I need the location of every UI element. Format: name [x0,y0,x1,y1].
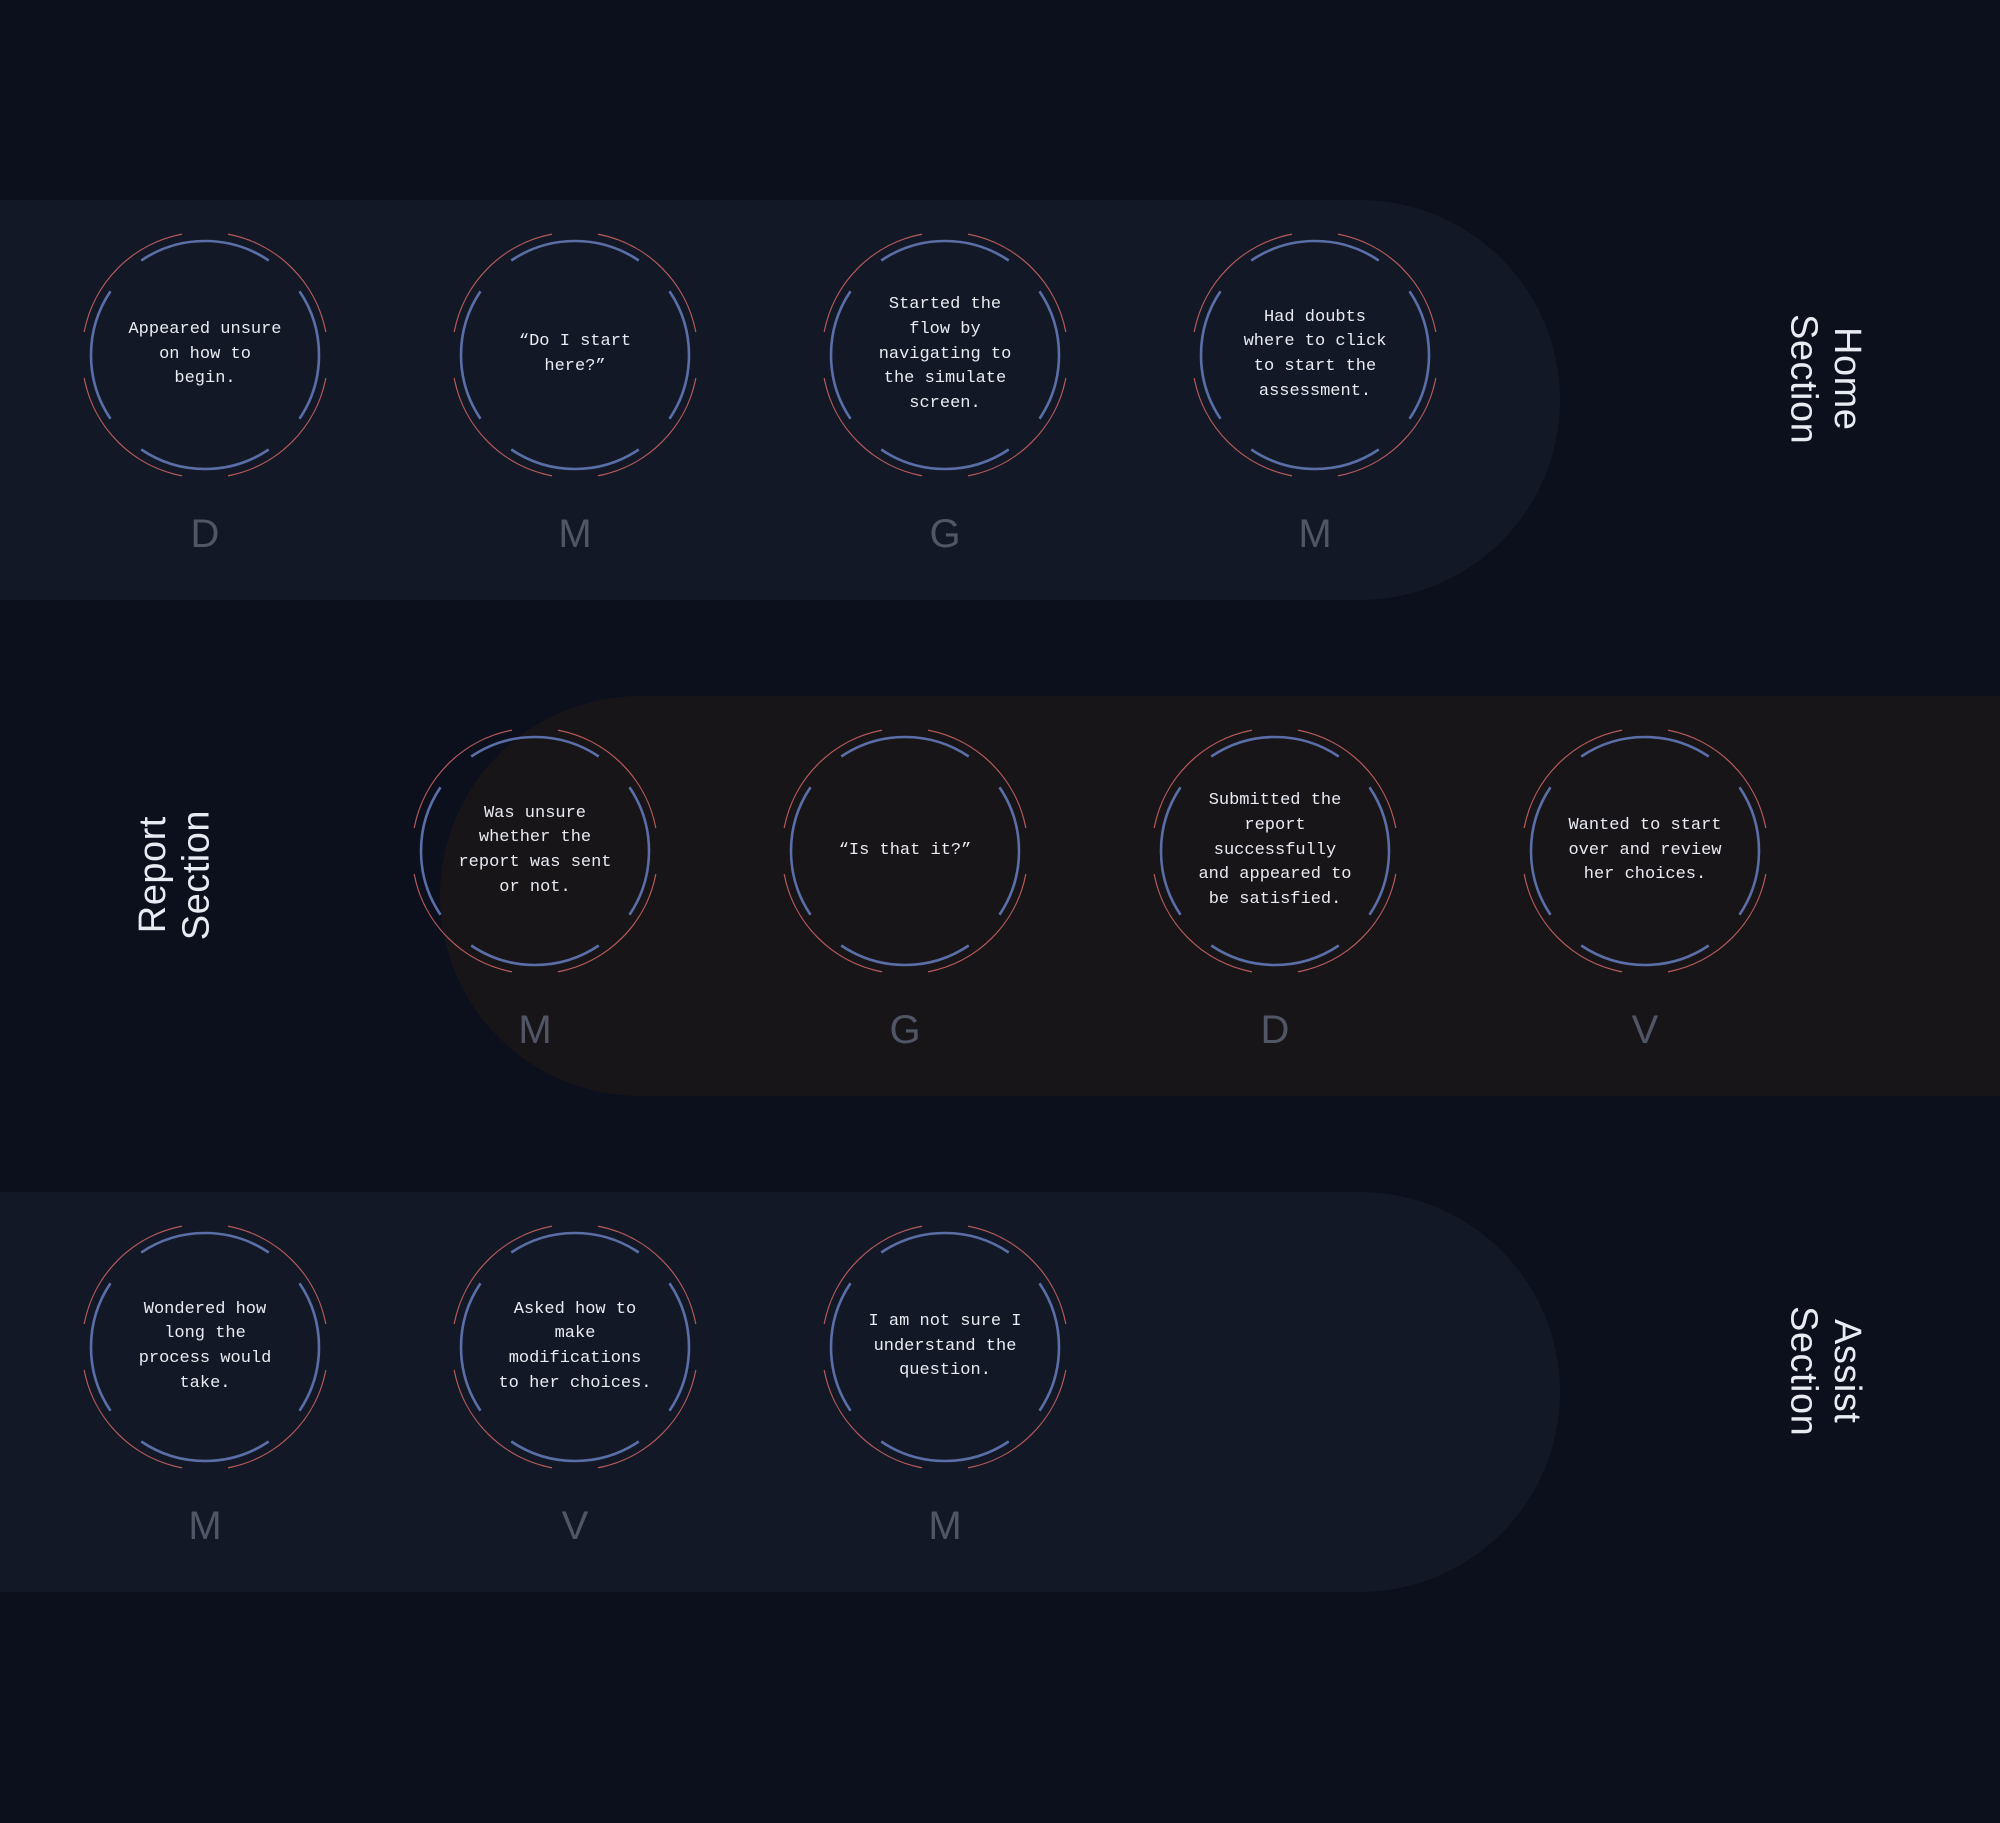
ring-icon: “Is that it?” [780,726,1030,976]
ring-icon: “Do I start here?” [450,230,700,480]
observation-node-home-3: Had doubts where to click to start the a… [1190,230,1440,570]
observation-text: Asked how to make modifications to her c… [450,1222,700,1472]
participant-initial: D [1261,1008,1290,1053]
observation-node-report-3: Wanted to start over and review her choi… [1520,726,1770,1066]
participant-initial: M [518,1008,551,1053]
observation-node-assist-1: Asked how to make modifications to her c… [450,1222,700,1562]
participant-initial: M [558,512,591,557]
ring-icon: I am not sure I understand the question. [820,1222,1070,1472]
observation-text: Wanted to start over and review her choi… [1520,726,1770,976]
observation-node-home-0: Appeared unsure on how to begin. D [80,230,330,570]
observation-node-assist-2: I am not sure I understand the question.… [820,1222,1070,1562]
ring-icon: Asked how to make modifications to her c… [450,1222,700,1472]
observation-node-report-0: Was unsure whether the report was sent o… [410,726,660,1066]
participant-initial: V [562,1504,589,1549]
observation-text: I am not sure I understand the question. [820,1222,1070,1472]
observation-text: Started the flow by navigating to the si… [820,230,1070,480]
observation-text: Appeared unsure on how to begin. [80,230,330,480]
observation-text: Had doubts where to click to start the a… [1190,230,1440,480]
observation-text: Was unsure whether the report was sent o… [410,726,660,976]
observation-text: “Is that it?” [780,726,1030,976]
participant-initial: M [928,1504,961,1549]
section-label-assist: Assist Section [1781,1306,1868,1436]
observation-node-report-1: “Is that it?” G [780,726,1030,1066]
participant-initial: M [188,1504,221,1549]
observation-text: Wondered how long the process would take… [80,1222,330,1472]
ring-icon: Appeared unsure on how to begin. [80,230,330,480]
observation-text: Submitted the report successfully and ap… [1150,726,1400,976]
observation-node-assist-0: Wondered how long the process would take… [80,1222,330,1562]
observation-node-home-1: “Do I start here?” M [450,230,700,570]
ring-icon: Submitted the report successfully and ap… [1150,726,1400,976]
observation-node-home-2: Started the flow by navigating to the si… [820,230,1070,570]
section-label-report: Report Section [132,810,219,940]
diagram-canvas: Home Section Report Section Assist Secti… [0,0,2000,1823]
ring-icon: Wondered how long the process would take… [80,1222,330,1472]
participant-initial: V [1632,1008,1659,1053]
participant-initial: M [1298,512,1331,557]
observation-text: “Do I start here?” [450,230,700,480]
participant-initial: D [191,512,220,557]
ring-icon: Started the flow by navigating to the si… [820,230,1070,480]
observation-node-report-2: Submitted the report successfully and ap… [1150,726,1400,1066]
participant-initial: G [929,512,960,557]
participant-initial: G [889,1008,920,1053]
ring-icon: Wanted to start over and review her choi… [1520,726,1770,976]
ring-icon: Had doubts where to click to start the a… [1190,230,1440,480]
ring-icon: Was unsure whether the report was sent o… [410,726,660,976]
section-label-home: Home Section [1781,314,1868,444]
